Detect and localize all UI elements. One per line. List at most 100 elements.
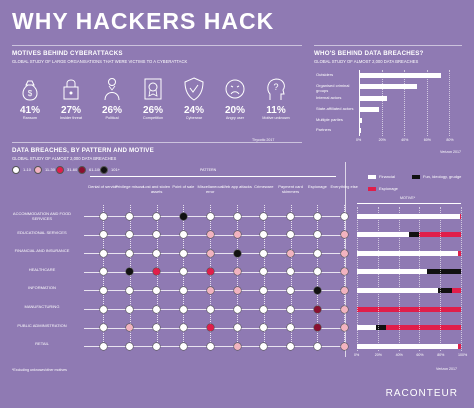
matrix-dot (313, 342, 321, 350)
matrix-dot (233, 268, 241, 276)
industry-label: PUBLIC ADMINISTRATION (17, 322, 67, 328)
matrix-dot (206, 231, 214, 239)
motive-bar (357, 232, 461, 238)
matrix-dot (313, 305, 321, 313)
breaches-source: Verizon 2017 (440, 150, 461, 154)
matrix-dot (99, 268, 107, 276)
gridline (404, 70, 406, 136)
pattern-column-label: Web app attacks (222, 184, 252, 189)
matrix-dot (126, 342, 134, 350)
motive-gridline (461, 207, 462, 351)
bar-label: Multiple parties (316, 117, 343, 122)
matrix-dot (340, 342, 348, 350)
moneybag-icon: $ (22, 80, 38, 101)
divider (314, 45, 462, 46)
matrix-dot (313, 212, 321, 220)
motive-item: $41% Ransom (10, 76, 50, 121)
legend-label: 1-10 (23, 167, 32, 173)
motive-tick-label: 80% (437, 353, 445, 357)
motive-gridline (398, 207, 400, 351)
legend-dot (56, 166, 64, 174)
matrix-dot (179, 231, 187, 239)
pattern-column-label: Denial of service (88, 184, 118, 189)
motive-segment-financial (357, 250, 458, 256)
matrix-dot (260, 305, 268, 313)
legend-dot (78, 166, 86, 174)
bar (359, 118, 363, 123)
pattern-column-label: Point of sale (172, 184, 195, 189)
size-legend-item: 31-60 (56, 166, 77, 174)
motive-tick-label: 0% (354, 353, 360, 357)
industry-label: EDUCATIONAL SERVICES (17, 229, 67, 235)
matrix-dot (233, 305, 241, 313)
bar (359, 128, 362, 133)
motive-item: 24% Cyberwar (174, 76, 214, 121)
matrix-dot (260, 212, 268, 220)
matrix-dot (233, 286, 241, 294)
column-line (317, 205, 319, 350)
motive-segment-financial (357, 287, 439, 293)
motive-segment-financial (357, 213, 460, 219)
matrix-dot (153, 286, 161, 294)
legend-dot (12, 166, 20, 174)
motive-item: 27% Insider threat (51, 76, 91, 121)
motive-segment-financial (357, 269, 427, 275)
matrix-dot (179, 268, 187, 276)
matrix-dot (340, 286, 348, 294)
column-line (183, 205, 185, 350)
industry-label: FINANCIAL AND INSURANCE (14, 248, 70, 254)
matrix-dot (206, 324, 214, 332)
brand-logo: RACONTEUR (385, 388, 458, 399)
tick-label: 0% (356, 138, 362, 142)
industry-label: HEALTHCARE (28, 266, 56, 272)
matrix-dot (206, 212, 214, 220)
size-legend-item: 1-10 (12, 166, 31, 174)
motive-bar (357, 343, 461, 349)
matrix-dot (260, 342, 268, 350)
award-icon (144, 78, 162, 100)
tick-label: 60% (423, 138, 431, 142)
motives-subheading: GLOBAL STUDY OF LARGE ORGANISATIONS THAT… (12, 59, 188, 64)
matrix-dot (206, 249, 214, 257)
motive-gridline (357, 207, 358, 351)
motive-legend-item: Espionage (368, 186, 398, 191)
legend-label: Financial (379, 174, 396, 179)
motive-segment-fun (438, 287, 452, 293)
page-title: WHY HACKERS HACK (12, 8, 275, 34)
motive-percent: 20% (224, 105, 245, 116)
matrix-dot (260, 286, 268, 294)
industry-label: RETAIL (35, 341, 49, 347)
pattern-source: Verizon 2017 (436, 367, 457, 371)
pattern-column-label: Payment card skimmers (278, 184, 303, 194)
matrix-dot (340, 249, 348, 257)
matrix-dot (260, 249, 268, 257)
motive-tick-label: 60% (416, 353, 424, 357)
motive-bar (357, 287, 461, 293)
motive-bar (357, 306, 461, 312)
matrix-dot (233, 231, 241, 239)
matrix-dot (313, 249, 321, 257)
motive-percent: 41% (19, 105, 40, 116)
svg-text:?: ? (273, 82, 278, 92)
motive-label: Competition (142, 116, 164, 120)
motive-segment-financial (357, 232, 409, 238)
motive-bar (357, 213, 461, 219)
matrix-dot (126, 212, 134, 220)
matrix-dot (206, 342, 214, 350)
gridline (381, 70, 383, 136)
legend-swatch (412, 174, 420, 179)
motive-bar (357, 250, 461, 256)
pattern-column-label: Everything else (330, 184, 358, 189)
matrix-dot (126, 268, 134, 276)
matrix-dot (153, 231, 161, 239)
matrix-dot (313, 231, 321, 239)
divider (12, 45, 302, 46)
matrix-dot (260, 268, 268, 276)
svg-text:$: $ (28, 89, 33, 98)
legend-label: 61-100 (89, 167, 102, 173)
matrix-dot (206, 305, 214, 313)
matrix-dot (287, 268, 295, 276)
motive-label: Motive unknown (262, 116, 290, 120)
motive-percent: 27% (60, 105, 81, 116)
bar-label: Outsiders (316, 72, 334, 77)
